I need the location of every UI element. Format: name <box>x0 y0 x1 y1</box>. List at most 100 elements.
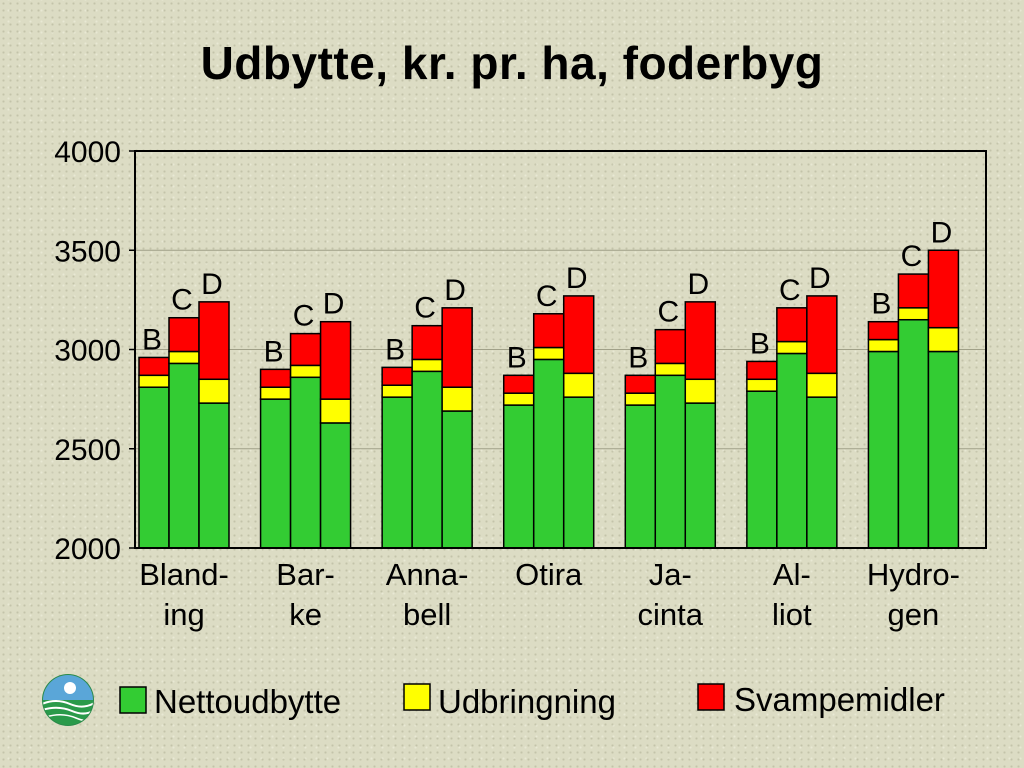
legend-label-udbringning: Udbringning <box>438 683 616 720</box>
x-tick-label: Bland- <box>139 557 229 592</box>
bar-segment-svampemidler <box>319 320 352 400</box>
bar-segment-udbringning <box>502 392 535 406</box>
bar-segment-svampemidler <box>562 295 595 375</box>
bar-segment-nettoudbytte <box>441 410 473 549</box>
bar-segment-svampemidler <box>776 307 808 343</box>
x-tick-label: Hydro- <box>867 557 960 592</box>
x-tick-label: cinta <box>638 597 704 632</box>
bar-segment-svampemidler <box>289 332 322 367</box>
bar-segment-udbringning <box>532 346 565 361</box>
bar-segment-udbringning <box>289 364 322 379</box>
bar-segment-udbringning <box>624 392 657 406</box>
x-tick-label: Otira <box>515 557 583 592</box>
bar-segment-udbringning <box>411 358 443 373</box>
bar-letter-label: B <box>628 341 648 374</box>
bar-letter-label: C <box>171 284 193 317</box>
bar-segment-svampemidler <box>746 360 778 381</box>
bar-segment-svampemidler <box>381 366 413 386</box>
bar-segment-udbringning <box>381 384 413 398</box>
x-tick-label: Bar- <box>276 557 335 592</box>
x-tick-label: ke <box>289 597 322 632</box>
bar-segment-udbringning <box>319 398 352 424</box>
bar-segment-svampemidler <box>684 301 717 381</box>
bar-segment-svampemidler <box>411 324 443 361</box>
bar-segment-nettoudbytte <box>746 390 778 549</box>
bar-segment-svampemidler <box>138 356 170 377</box>
bar-letter-label: B <box>385 333 405 366</box>
bar-segment-udbringning <box>897 307 930 321</box>
x-tick-label: ing <box>163 597 204 632</box>
bar-segment-nettoudbytte <box>562 396 595 549</box>
bar-segment-svampemidler <box>198 301 230 381</box>
bar-letter-label: D <box>566 262 588 295</box>
bar-letter-label: C <box>293 300 315 333</box>
bar-letter-label: B <box>507 341 527 374</box>
x-tick-label: Ja- <box>649 557 692 592</box>
bar-letter-label: D <box>687 268 709 301</box>
bar-letter-label: D <box>809 262 831 295</box>
y-tick-label: 4000 <box>54 136 121 169</box>
bar-segment-nettoudbytte <box>502 404 535 549</box>
bar-segment-nettoudbytte <box>897 318 930 549</box>
x-tick-label: Al- <box>773 557 811 592</box>
bar-segment-udbringning <box>746 378 778 392</box>
bar-segment-udbringning <box>138 374 170 388</box>
bar-segment-svampemidler <box>259 368 292 388</box>
bar-segment-svampemidler <box>897 273 930 309</box>
y-tick-label: 2000 <box>54 533 121 566</box>
bar-segment-svampemidler <box>168 316 200 353</box>
circular-landscape-logo-icon <box>42 674 94 726</box>
x-tick-label: Anna- <box>386 557 469 592</box>
bar-segment-svampemidler <box>927 249 960 329</box>
bar-segment-udbringning <box>259 386 292 400</box>
bar-segment-nettoudbytte <box>806 396 838 549</box>
legend: Nettoudbytte Udbringning Svampemidler <box>119 681 945 720</box>
bar-segment-udbringning <box>684 378 717 404</box>
bar-segment-udbringning <box>562 372 595 398</box>
bar-letter-label: D <box>323 288 345 321</box>
x-tick-label: bell <box>403 597 451 632</box>
bar-segment-svampemidler <box>654 328 687 365</box>
bar-letter-label: C <box>779 274 801 307</box>
bar-segment-udbringning <box>867 338 900 353</box>
bar-segment-nettoudbytte <box>138 386 170 549</box>
chart-title: Udbytte, kr. pr. ha, foderbyg <box>200 37 824 89</box>
bar-segment-svampemidler <box>867 320 900 341</box>
bar-segment-nettoudbytte <box>168 362 200 549</box>
bar-segment-nettoudbytte <box>927 350 960 549</box>
legend-swatch-svampemidler <box>697 683 725 711</box>
bar-letter-label: B <box>142 323 162 356</box>
bar-segment-nettoudbytte <box>654 374 687 549</box>
x-tick-label: liot <box>772 597 812 632</box>
legend-swatch-udbringning <box>403 683 431 711</box>
bar-segment-udbringning <box>776 340 808 355</box>
bar-letter-label: B <box>264 335 284 368</box>
bar-segment-nettoudbytte <box>684 402 717 549</box>
bar-letter-label: C <box>901 240 923 273</box>
bar-segment-svampemidler <box>502 374 535 394</box>
bar-letter-label: C <box>536 280 558 313</box>
legend-label-nettoudbytte: Nettoudbytte <box>154 683 341 720</box>
bar-segment-udbringning <box>654 362 687 377</box>
bar-letter-label: B <box>750 327 770 360</box>
bar-segment-svampemidler <box>532 313 565 349</box>
bar-segment-udbringning <box>927 326 960 353</box>
bar-letter-label: B <box>871 288 891 321</box>
y-tick-label: 3000 <box>54 335 121 368</box>
x-tick-label: gen <box>888 597 940 632</box>
bar-segment-nettoudbytte <box>776 352 808 549</box>
y-tick-label: 3500 <box>54 235 121 268</box>
bar-segment-nettoudbytte <box>259 398 292 549</box>
bar-letter-label: D <box>444 274 466 307</box>
bar-segment-udbringning <box>806 372 838 398</box>
bar-segment-nettoudbytte <box>319 422 352 549</box>
bar-segment-udbringning <box>441 386 473 412</box>
legend-swatch-nettoudbytte <box>119 686 147 714</box>
bar-letter-label: C <box>657 296 679 329</box>
bar-letter-label: D <box>931 216 953 249</box>
bar-segment-nettoudbytte <box>624 404 657 549</box>
bar-segment-udbringning <box>168 350 200 365</box>
bar-segment-svampemidler <box>624 374 657 394</box>
